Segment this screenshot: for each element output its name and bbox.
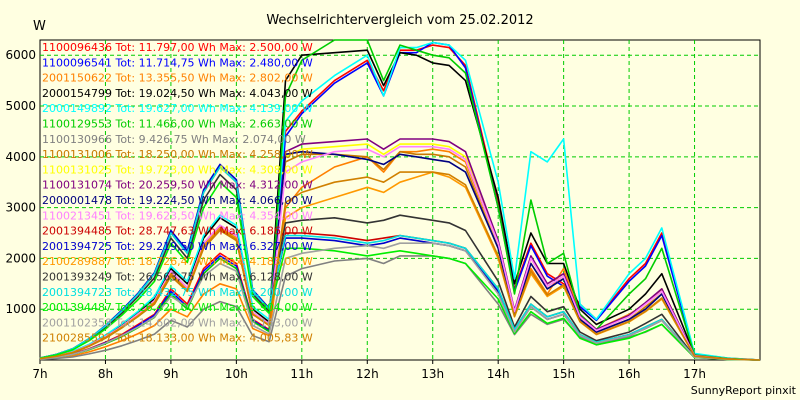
y-tick-label: 5000 (5, 99, 36, 113)
legend-entry: 1100130966 Tot: 9.426,75 Wh Max: 2.074,0… (42, 133, 306, 146)
series-line-19 (39, 171, 761, 361)
y-tick-label: 4000 (5, 150, 36, 164)
y-tick-label: 1000 (5, 302, 36, 316)
legend-entry: 1100131074 Tot: 20.259,50 Wh Max: 4.312,… (42, 179, 313, 192)
series-line-17 (39, 181, 761, 361)
series-lines (39, 39, 761, 361)
legend-entry: 1100131006 Tot: 18.250,00 Wh Max: 4.258,… (42, 148, 313, 161)
x-tick-label: 8h (98, 367, 113, 381)
x-tick-label: 9h (163, 367, 178, 381)
y-tick-label: 3000 (5, 201, 36, 215)
legend-entry: 2001394725 Tot: 29.219,50 Wh Max: 6.327,… (42, 240, 313, 253)
legend-entry: 2001393249 Tot: 26.563,75 Wh Max: 6.128,… (42, 271, 313, 284)
legend-entry: 2000149892 Tot: 19.627,00 Wh Max: 4.139,… (42, 102, 313, 115)
legend-entry: 1100096436 Tot: 11.797,00 Wh Max: 2.500,… (42, 41, 313, 54)
x-tick-label: 12h (356, 367, 379, 381)
legend-entry: 1100131025 Tot: 19.723,00 Wh Max: 4.308,… (42, 163, 313, 176)
y-tick-label: 6000 (5, 48, 36, 62)
legend-entry: 2100285597 Tot: 18.133,00 Wh Max: 4.005,… (42, 332, 313, 345)
legend-entry: 1100213451 Tot: 19.623,50 Wh Max: 4.354,… (42, 209, 313, 222)
footer-credit: SunnyReport pinxit (691, 384, 797, 397)
chart-title: Wechselrichtervergleich vom 25.02.2012 (266, 13, 533, 28)
x-tick-label: 17h (683, 367, 706, 381)
legend-entry: 2001394487 Tot: 26.421,00 Wh Max: 5.904,… (42, 301, 313, 314)
x-tick-label: 10h (225, 367, 248, 381)
series-line-15 (39, 173, 761, 361)
legend-entry: 2000154799 Tot: 19.024,50 Wh Max: 4.043,… (42, 87, 313, 100)
x-tick-label: 14h (487, 367, 510, 381)
legend-entry: 2001150622 Tot: 13.355,50 Wh Max: 2.802,… (42, 72, 313, 85)
x-tick-label: 15h (552, 367, 575, 381)
series-line-16 (39, 166, 761, 361)
x-tick-label: 16h (618, 367, 641, 381)
legend-entry: 2001394723 Tot: 28.432,75 Wh Max: 6.200,… (42, 286, 313, 299)
legend-entry: 1100129553 Tot: 11.466,00 Wh Max: 2.663,… (42, 118, 313, 131)
legend-entry: 1100096541 Tot: 11.714,75 Wh Max: 2.480,… (42, 56, 313, 69)
x-tick-label: 7h (32, 367, 47, 381)
legend-entry: 2001102358 Tot: 14.602,00 Wh Max: 3.163,… (42, 316, 313, 329)
y-axis-ticks: 1000 2000 3000 4000 5000 6000 (5, 48, 36, 316)
legend: 1100096436 Tot: 11.797,00 Wh Max: 2.500,… (42, 41, 313, 345)
y-tick-label: 2000 (5, 251, 36, 265)
x-axis-ticks: 7h 8h 9h 10h 11h 12h 13h 14h 15h 16h 17h (32, 360, 706, 381)
y-axis-unit: W (33, 19, 46, 34)
legend-entry: 2000001478 Tot: 19.224,50 Wh Max: 4.066,… (42, 194, 313, 207)
legend-entry: 2100289887 Tot: 18.726,47 Wh Max: 4.183,… (42, 255, 313, 268)
series-line-4 (39, 41, 761, 361)
series-line-1 (39, 41, 761, 361)
series-line-18 (39, 242, 761, 361)
legend-entry: 2001394485 Tot: 28.747,63 Wh Max: 6.186,… (42, 225, 313, 238)
series-line-11 (39, 145, 761, 361)
x-tick-label: 11h (290, 367, 313, 381)
x-tick-label: 13h (421, 367, 444, 381)
